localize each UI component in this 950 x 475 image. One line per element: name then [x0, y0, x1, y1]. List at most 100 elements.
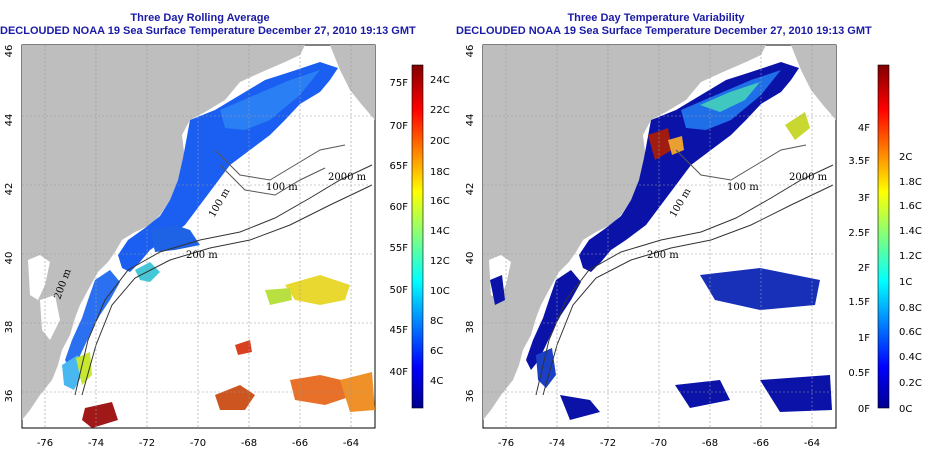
right-cb-f-8: 0F: [858, 404, 870, 415]
left-cb-c-9: 6C: [430, 346, 443, 357]
left-lat-40: 40: [4, 252, 15, 265]
right-lat-axis: 46 44 42 40 38 36: [465, 45, 476, 403]
left-cb-f-4: 55F: [390, 243, 409, 254]
left-cb-f-3: 60F: [390, 202, 409, 213]
left-lon-74: -74: [88, 438, 104, 449]
left-bay: [28, 255, 50, 300]
left-sst-green: [265, 288, 292, 305]
left-cb-c-1: 22C: [430, 105, 450, 116]
left-sst-cyan: [62, 355, 82, 390]
right-cb-c-9: 0.2C: [899, 378, 922, 389]
left-sst-blue2: [150, 225, 200, 252]
right-contour-100: [675, 144, 807, 181]
right-var-navy: [579, 62, 799, 272]
right-cb-c-1: 1.8C: [899, 177, 922, 188]
right-lat-36: 36: [465, 390, 476, 403]
left-sst-red: [235, 340, 252, 355]
right-cb-c-8: 0.4C: [899, 352, 922, 363]
left-cb-c-0: 24C: [430, 75, 450, 86]
left-cb-f-2: 65F: [390, 161, 409, 172]
right-land-ne: [791, 45, 836, 120]
right-cb-c-2: 1.6C: [899, 201, 922, 212]
right-lat-42: 42: [465, 183, 476, 196]
right-contour-label-1: 200 m: [647, 250, 679, 261]
left-lat-46: 46: [4, 45, 15, 58]
right-cb-f-0: 4F: [858, 123, 870, 134]
right-contour-label-3: 2000 m: [789, 172, 828, 183]
right-cb-f-3: 2.5F: [848, 228, 870, 239]
right-cb-c-5: 1C: [899, 277, 912, 288]
right-var-coast2: [536, 348, 556, 388]
right-lon-70: -70: [651, 438, 667, 449]
right-lon-axis: -76 -74 -72 -70 -68 -66 -64: [498, 438, 820, 449]
left-cb-c-2: 20C: [430, 136, 450, 147]
right-var-patch1: [700, 268, 820, 310]
left-cb-c-7: 10C: [430, 286, 450, 297]
right-cb-c-6: 0.8C: [899, 303, 922, 314]
right-grid: [483, 45, 836, 428]
right-lon-76: -76: [498, 438, 514, 449]
right-cb-c-7: 0.6C: [899, 327, 922, 338]
left-lat-44: 44: [4, 114, 15, 127]
left-lon-70: -70: [190, 438, 206, 449]
left-cb-c-6: 12C: [430, 256, 450, 267]
left-sst-orange2: [290, 375, 355, 405]
left-lon-72: -72: [139, 438, 155, 449]
left-contour-100: [214, 144, 346, 181]
left-cb-f-7: 40F: [390, 367, 409, 378]
left-cb-c-8: 8C: [430, 316, 443, 327]
left-lat-36: 36: [4, 390, 15, 403]
right-lon-66: -66: [753, 438, 769, 449]
left-title-line1: Three Day Rolling Average: [130, 12, 270, 24]
left-sst-lightblue: [220, 70, 320, 130]
right-cb-f-1: 3.5F: [848, 156, 870, 167]
right-var-patch4: [760, 375, 832, 412]
left-colorbar-f-labels: 75F 70F 65F 60F 55F 50F 45F 40F: [390, 78, 409, 378]
left-lat-axis: 46 44 42 40 38 36: [4, 45, 15, 403]
right-cb-f-7: 0.5F: [848, 368, 870, 379]
left-grid: [22, 45, 375, 428]
right-contour-200: [535, 164, 834, 396]
right-lat-44: 44: [465, 114, 476, 127]
right-lon-72: -72: [600, 438, 616, 449]
right-var-patch2: [560, 395, 600, 420]
left-sst-darkred: [82, 402, 118, 428]
left-cb-f-0: 75F: [390, 78, 409, 89]
right-land: [483, 45, 766, 420]
right-map: 200 m 100 m 2000 m 100 m 46 44 42 40 38 …: [465, 44, 837, 449]
left-cb-f-6: 45F: [390, 325, 409, 336]
left-contour-label-2: 100 m: [266, 182, 298, 193]
right-title-line2: DECLOUDED NOAA 19 Sea Surface Temperatur…: [456, 25, 872, 37]
left-sst-orange1: [215, 385, 255, 410]
right-var-red: [648, 128, 672, 160]
left-sst-orange3: [340, 372, 375, 412]
left-title-line2: DECLOUDED NOAA 19 Sea Surface Temperatur…: [0, 25, 416, 37]
right-title-line1: Three Day Temperature Variability: [567, 12, 745, 24]
left-colorbar: 75F 70F 65F 60F 55F 50F 45F 40F 24C 22C …: [390, 64, 450, 409]
right-cb-c-3: 1.4C: [899, 226, 922, 237]
right-colorbar-f-labels: 4F 3.5F 3F 2.5F 2F 1.5F 1F 0.5F 0F: [848, 123, 870, 415]
left-map: 200 m 100 m 2000 m 200 m 100 m 46 44 42 …: [4, 44, 376, 449]
right-cb-c-10: 0C: [899, 404, 912, 415]
left-contour-200: [74, 164, 373, 396]
right-var-coast: [526, 270, 581, 370]
left-sst-coast: [65, 270, 120, 370]
left-land: [22, 45, 305, 420]
left-lon-68: -68: [241, 438, 257, 449]
right-panel-title: Three Day Temperature Variability DECLOU…: [456, 12, 872, 38]
right-contour-label-2: 100 m: [727, 182, 759, 193]
left-contour-100b: [219, 164, 326, 196]
right-cb-f-6: 1F: [858, 333, 870, 344]
left-colorbar-ramp: [411, 64, 424, 409]
left-lon-64: -64: [343, 438, 359, 449]
left-lon-66: -66: [292, 438, 308, 449]
right-lon-64: -64: [804, 438, 820, 449]
left-cb-f-5: 50F: [390, 285, 409, 296]
right-cb-f-2: 3F: [858, 193, 870, 204]
left-cb-c-10: 4C: [430, 376, 443, 387]
left-lon-axis: -76 -74 -72 -70 -68 -66 -64: [37, 438, 359, 449]
left-cb-c-5: 14C: [430, 226, 450, 237]
right-lat-40: 40: [465, 252, 476, 265]
left-sst-blue: [118, 62, 338, 272]
